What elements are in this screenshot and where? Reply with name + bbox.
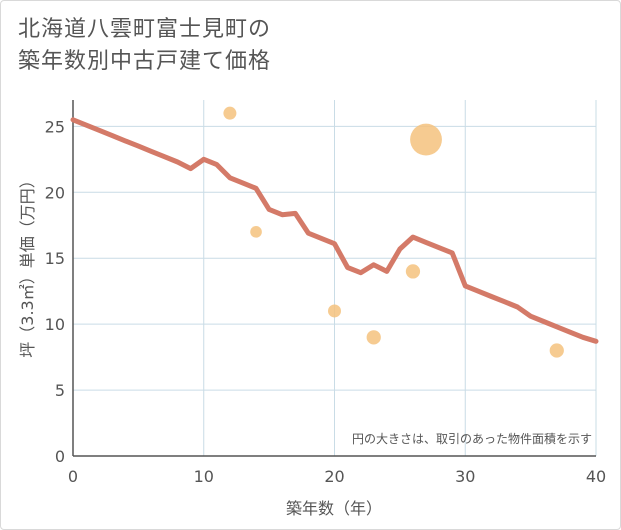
tick-labels: 0 5 10 15 20 25 0 10 20 30 40 [45,117,607,486]
y-tick-label: 15 [45,249,65,268]
chart-title-line-2: 築年数別中古戸建て価格 [18,49,272,74]
bubble-point [366,330,381,345]
y-tick-label: 25 [45,117,65,136]
chart-title-line-1: 北海道八雲町富士見町の [18,17,272,42]
bubble-point [328,304,341,318]
grid-lines [73,100,597,456]
y-tick-label: 10 [45,315,65,334]
y-tick-label: 20 [45,183,65,202]
bubble-series [223,106,564,358]
axes [72,100,596,457]
bubble-point [223,106,237,120]
bubble-size-note: 円の大きさは、取引のあった物件面積を示す [352,431,592,446]
price-trend-line [70,117,599,344]
bubble-point [405,264,421,279]
x-tick-label: 20 [324,467,344,486]
chart-title: 北海道八雲町富士見町の 築年数別中古戸建て価格 [18,14,271,78]
bubble-point [250,226,262,238]
x-tick-label: 40 [586,467,606,486]
y-axis-title: 坪（3.3㎡）単価（万円） [18,172,37,357]
x-tick-label: 0 [68,467,78,486]
y-tick-label: 0 [55,447,65,466]
x-axis-title: 築年数（年） [286,499,382,518]
x-tick-label: 30 [455,467,475,486]
line-series [70,117,599,344]
bubble-point [410,123,442,156]
y-tick-label: 5 [55,381,65,400]
x-tick-label: 10 [194,467,214,486]
bubble-point [549,343,564,358]
